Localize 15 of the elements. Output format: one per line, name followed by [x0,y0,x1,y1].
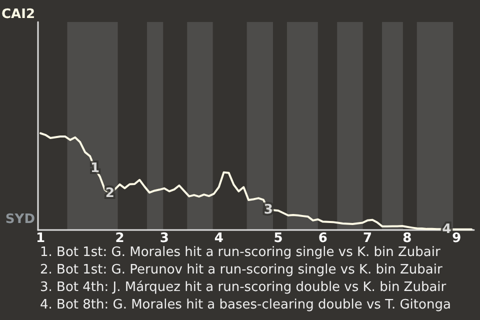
text: 2. Bot 1st: G. Perunov hit a run-scoring single vs K. bin Zubair [40,262,443,278]
text: 3. Bot 4th: J. Márquez hit a run-scoring double vs K. bin Zubair [40,280,447,295]
x-tick-label: 9 [452,231,462,246]
x-tick-label: 2 [115,231,124,246]
text: SYD [5,212,36,227]
x-tick-label: 7 [362,231,372,246]
text: 4. Bot 8th: G. Morales hit a bases-clearing double vs T. Gitonga [40,298,451,312]
x-tick-label: 5 [274,231,283,246]
x-tick-label: 1 [36,231,45,246]
x-tick-label: 3 [160,231,169,246]
x-tick-label: 8 [402,231,412,246]
text: 1. Bot 1st: G. Morales hit a run-scoring single vs K. bin Zubair [40,245,441,260]
x-tick-label: 4 [214,231,224,246]
x-tick-label: 6 [318,231,328,246]
text: CAI2 [2,7,35,22]
